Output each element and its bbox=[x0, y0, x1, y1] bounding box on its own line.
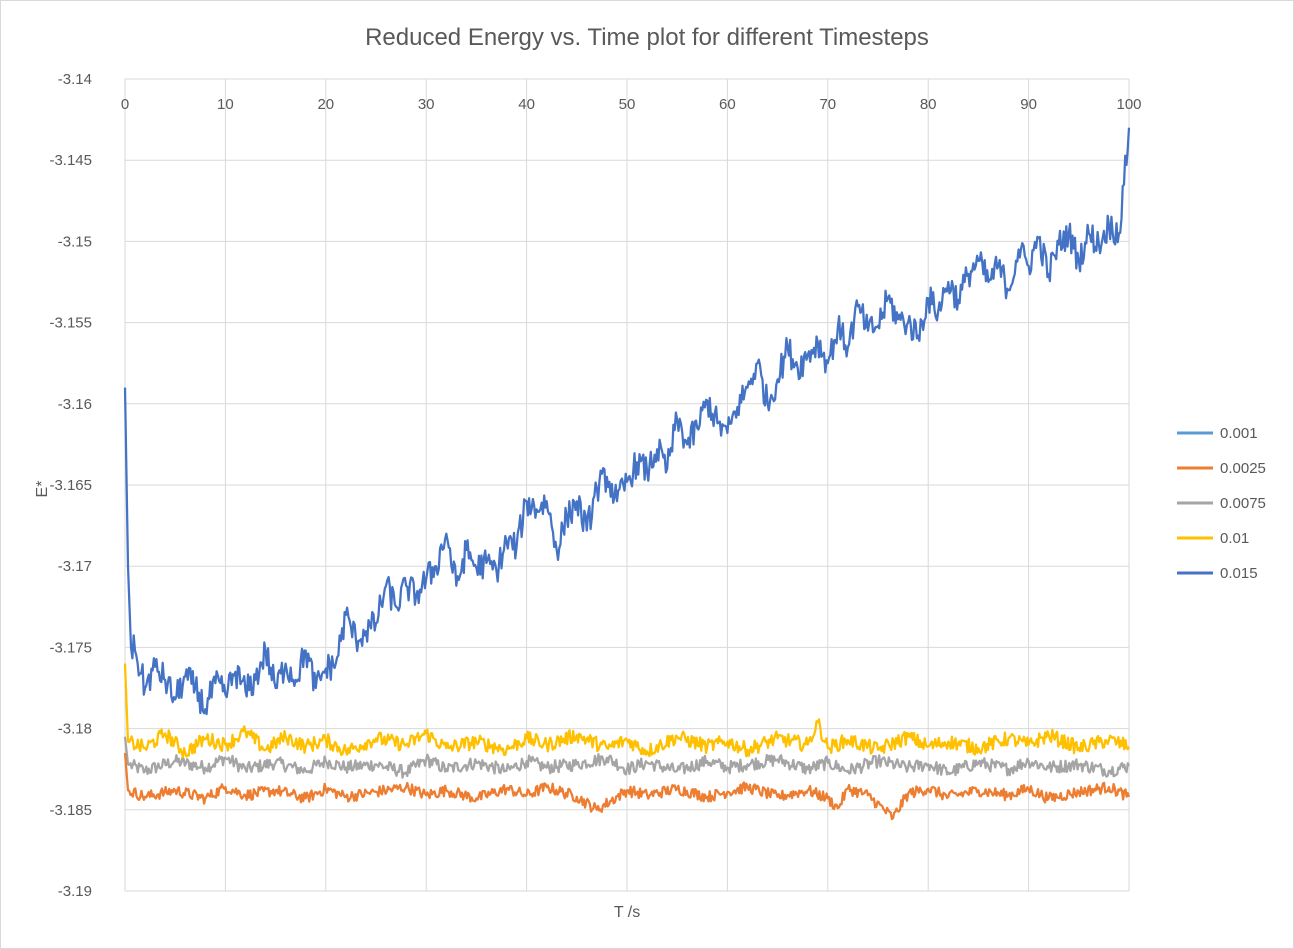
legend-label: 0.0025 bbox=[1220, 460, 1266, 477]
y-tick-label: -3.16 bbox=[58, 396, 92, 413]
x-tick-label: 50 bbox=[619, 96, 636, 113]
legend-label: 0.015 bbox=[1220, 565, 1258, 582]
x-tick-label: 20 bbox=[317, 96, 334, 113]
y-tick-label: -3.15 bbox=[58, 233, 92, 250]
x-tick-label: 10 bbox=[217, 96, 234, 113]
x-tick-label: 90 bbox=[1020, 96, 1037, 113]
chart-title: Reduced Energy vs. Time plot for differe… bbox=[365, 24, 929, 51]
series-lines bbox=[123, 127, 1131, 821]
y-tick-label: -3.145 bbox=[49, 152, 92, 169]
y-tick-label: -3.17 bbox=[58, 558, 92, 575]
legend-label: 0.01 bbox=[1220, 530, 1249, 547]
x-tick-label: 30 bbox=[418, 96, 435, 113]
x-tick-label: 0 bbox=[121, 96, 129, 113]
series-line-0-0025 bbox=[123, 752, 1131, 821]
x-tick-labels: 0 10 20 30 40 50 60 70 80 90 100 bbox=[121, 96, 1142, 113]
series-line-0-01 bbox=[123, 663, 1131, 759]
x-tick-label: 100 bbox=[1116, 96, 1141, 113]
x-tick-label: 70 bbox=[819, 96, 836, 113]
x-tick-label: 60 bbox=[719, 96, 736, 113]
y-tick-label: -3.175 bbox=[49, 639, 92, 656]
y-tick-label: -3.19 bbox=[58, 883, 92, 900]
series-line-0-0075 bbox=[123, 736, 1131, 779]
legend-label: 0.001 bbox=[1220, 425, 1258, 442]
y-tick-label: -3.155 bbox=[49, 315, 92, 332]
y-tick-label: -3.165 bbox=[49, 477, 92, 494]
series-line-0-015 bbox=[123, 127, 1131, 716]
legend-label: 0.0075 bbox=[1220, 495, 1266, 512]
gridlines bbox=[124, 78, 1130, 892]
y-axis-title: E* bbox=[34, 481, 51, 498]
y-tick-label: -3.14 bbox=[58, 71, 92, 88]
y-tick-label: -3.18 bbox=[58, 721, 92, 738]
x-tick-label: 80 bbox=[920, 96, 937, 113]
legend: 0.001 0.0025 0.0075 0.01 0.015 bbox=[1177, 425, 1266, 582]
y-tick-labels: -3.14 -3.145 -3.15 -3.155 -3.16 -3.165 -3.17 -3… bbox=[49, 71, 92, 900]
x-axis-title: T /s bbox=[614, 904, 640, 921]
x-tick-label: 40 bbox=[518, 96, 535, 113]
y-tick-label: -3.185 bbox=[49, 802, 92, 819]
